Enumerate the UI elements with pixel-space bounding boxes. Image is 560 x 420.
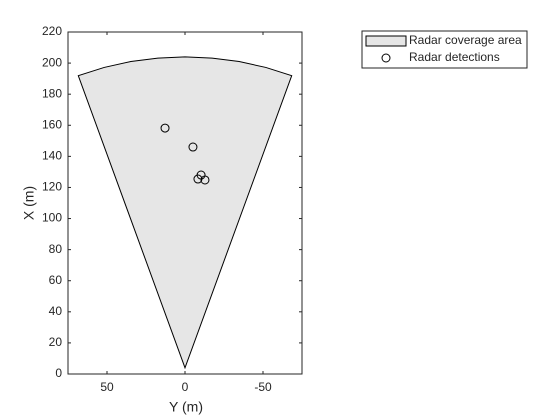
detection-marker	[200, 175, 210, 185]
y-tick-label: 180	[42, 86, 62, 100]
legend-label: Radar coverage area	[409, 33, 522, 47]
x-tick-label: 0	[182, 380, 189, 394]
y-tick-label: 40	[49, 304, 63, 318]
legend-label: Radar detections	[409, 50, 500, 64]
x-tick-label: 50	[100, 380, 114, 394]
y-tick-label: 100	[42, 211, 62, 225]
y-axis-label: X (m)	[21, 186, 37, 220]
y-tick-label: 160	[42, 117, 62, 131]
x-tick-label: -50	[254, 380, 272, 394]
detection-marker	[160, 123, 170, 133]
coverage-area	[77, 56, 293, 370]
y-tick-label: 60	[49, 273, 63, 287]
legend-swatch	[365, 35, 407, 47]
x-axis-label: Y (m)	[169, 399, 203, 415]
detection-marker	[188, 142, 198, 152]
detection-marker	[193, 174, 203, 184]
y-tick-label: 200	[42, 55, 62, 69]
y-tick-label: 120	[42, 180, 62, 194]
y-tick-label: 80	[49, 242, 63, 256]
y-tick-label: 20	[49, 335, 63, 349]
y-tick-label: 140	[42, 149, 62, 163]
y-tick-label: 220	[42, 24, 62, 38]
legend-marker	[381, 53, 391, 63]
y-tick-label: 0	[55, 366, 62, 380]
